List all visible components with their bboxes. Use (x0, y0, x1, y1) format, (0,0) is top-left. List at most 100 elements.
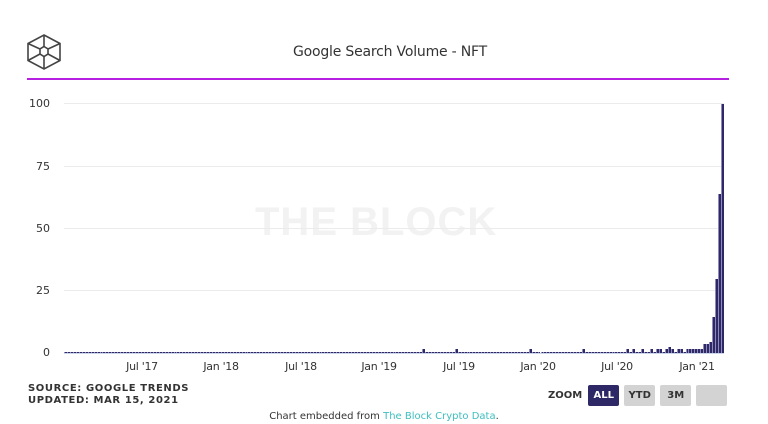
bar[interactable] (66, 351, 70, 354)
bar[interactable] (342, 351, 346, 354)
bar[interactable] (721, 104, 724, 354)
bar[interactable] (401, 351, 405, 354)
bar[interactable] (149, 351, 153, 354)
bar[interactable] (413, 351, 417, 354)
bar[interactable] (140, 351, 144, 354)
bar[interactable] (445, 351, 449, 354)
bar[interactable] (673, 351, 677, 354)
bar[interactable] (374, 351, 378, 354)
bar[interactable] (576, 351, 579, 354)
bar[interactable] (573, 351, 576, 354)
bar[interactable] (490, 351, 494, 354)
bar[interactable] (487, 351, 491, 354)
bar[interactable] (81, 351, 85, 354)
bar[interactable] (232, 351, 236, 354)
bar[interactable] (354, 351, 357, 354)
bar[interactable] (439, 351, 443, 354)
bar[interactable] (448, 351, 452, 354)
bar[interactable] (253, 351, 257, 354)
bar[interactable] (697, 349, 701, 354)
bar[interactable] (463, 351, 467, 354)
bar[interactable] (425, 351, 429, 354)
bar[interactable] (120, 351, 124, 354)
bar[interactable] (182, 351, 186, 354)
bar[interactable] (472, 351, 476, 354)
bar[interactable] (303, 351, 307, 354)
bar[interactable] (188, 351, 192, 354)
bar[interactable] (469, 351, 473, 354)
bar[interactable] (176, 351, 180, 354)
bar[interactable] (635, 351, 639, 354)
bar[interactable] (327, 351, 331, 354)
bar[interactable] (96, 351, 100, 354)
bar[interactable] (351, 351, 355, 354)
bar[interactable] (126, 351, 130, 354)
bar[interactable] (608, 351, 612, 354)
bar[interactable] (552, 351, 556, 354)
bar[interactable] (197, 351, 201, 354)
bar[interactable] (685, 349, 689, 354)
bar[interactable] (499, 351, 503, 354)
bar[interactable] (564, 351, 568, 354)
bar[interactable] (330, 351, 334, 354)
bar[interactable] (682, 351, 686, 354)
bar[interactable] (294, 351, 298, 354)
bar[interactable] (277, 351, 281, 354)
bar[interactable] (522, 351, 526, 354)
zoom-3m-button[interactable]: 3M (660, 384, 692, 406)
bar[interactable] (348, 351, 352, 354)
bar[interactable] (99, 351, 103, 354)
bar[interactable] (664, 349, 668, 354)
bar[interactable] (460, 351, 464, 354)
bar[interactable] (129, 351, 133, 354)
bar[interactable] (300, 351, 304, 354)
bar[interactable] (333, 351, 337, 354)
bar[interactable] (211, 351, 215, 354)
bar[interactable] (368, 351, 372, 354)
bar[interactable] (256, 351, 260, 354)
bar[interactable] (647, 351, 650, 354)
bar[interactable] (578, 351, 582, 354)
bar[interactable] (540, 351, 544, 354)
bar[interactable] (309, 351, 313, 354)
bar[interactable] (114, 351, 118, 354)
bar[interactable] (161, 351, 165, 354)
bar[interactable] (247, 351, 251, 354)
bar[interactable] (570, 351, 574, 354)
bar[interactable] (143, 351, 147, 354)
bar[interactable] (185, 351, 189, 354)
bar[interactable] (105, 351, 109, 354)
bar[interactable] (318, 351, 322, 354)
bar[interactable] (383, 351, 387, 354)
bar[interactable] (650, 349, 653, 354)
bar[interactable] (339, 351, 343, 354)
zoom-ytd-button[interactable]: YTD (624, 384, 656, 406)
bar[interactable] (694, 349, 698, 354)
bar[interactable] (90, 351, 94, 354)
bar[interactable] (525, 351, 529, 354)
bar[interactable] (75, 351, 79, 354)
bar[interactable] (135, 351, 138, 354)
bar[interactable] (69, 351, 73, 354)
bar[interactable] (507, 351, 511, 354)
bar[interactable] (561, 351, 565, 354)
bar[interactable] (306, 351, 310, 354)
bar[interactable] (315, 351, 319, 354)
bar[interactable] (259, 351, 263, 354)
bar[interactable] (203, 351, 207, 354)
bar[interactable] (433, 351, 437, 354)
bar[interactable] (386, 351, 390, 354)
bar[interactable] (345, 351, 349, 354)
bar[interactable] (152, 351, 156, 354)
bar[interactable] (137, 351, 141, 354)
bar[interactable] (419, 351, 423, 354)
bar[interactable] (209, 351, 212, 354)
bar[interactable] (638, 351, 642, 354)
bar[interactable] (504, 351, 508, 354)
bar[interactable] (200, 351, 204, 354)
bar[interactable] (546, 351, 550, 354)
bar[interactable] (658, 349, 662, 354)
bar[interactable] (123, 351, 127, 354)
bar[interactable] (285, 351, 289, 354)
bar[interactable] (359, 351, 363, 354)
